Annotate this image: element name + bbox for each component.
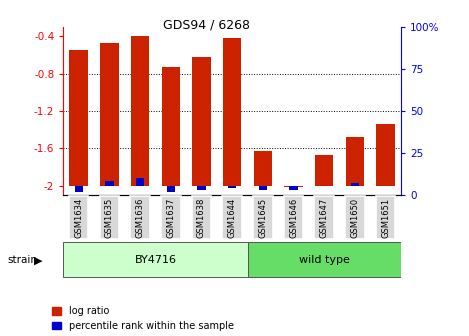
Text: strain: strain (7, 255, 37, 265)
Bar (320, 185, 328, 186)
Text: GSM1646: GSM1646 (289, 198, 298, 238)
Text: wild type: wild type (299, 255, 350, 264)
FancyBboxPatch shape (284, 196, 303, 239)
Text: GSM1637: GSM1637 (166, 197, 175, 238)
Bar (161, 67, 180, 185)
Bar (377, 124, 395, 185)
Text: GSM1647: GSM1647 (320, 198, 329, 238)
FancyBboxPatch shape (376, 196, 395, 239)
Bar (192, 57, 211, 185)
Bar (228, 185, 236, 188)
Bar (254, 151, 272, 185)
FancyBboxPatch shape (99, 196, 119, 239)
Bar (75, 185, 83, 192)
Bar (289, 185, 298, 190)
FancyBboxPatch shape (130, 196, 150, 239)
Bar (346, 137, 364, 185)
FancyBboxPatch shape (222, 196, 242, 239)
Bar (284, 185, 303, 187)
Bar (259, 185, 267, 190)
FancyBboxPatch shape (63, 242, 248, 277)
Text: GSM1636: GSM1636 (136, 197, 144, 238)
Text: BY4716: BY4716 (135, 255, 176, 264)
FancyBboxPatch shape (161, 196, 181, 239)
Legend: log ratio, percentile rank within the sample: log ratio, percentile rank within the sa… (52, 306, 234, 331)
Bar (105, 181, 113, 185)
Bar (351, 183, 359, 185)
Bar (166, 185, 175, 192)
Text: GDS94 / 6268: GDS94 / 6268 (163, 18, 250, 32)
Bar (131, 36, 149, 185)
Bar (100, 43, 119, 185)
Text: GSM1635: GSM1635 (105, 198, 114, 238)
Bar (315, 155, 333, 185)
FancyBboxPatch shape (314, 196, 334, 239)
Bar (136, 178, 144, 185)
Bar (197, 185, 205, 190)
Bar (223, 38, 242, 185)
Text: GSM1638: GSM1638 (197, 197, 206, 238)
Text: GSM1651: GSM1651 (381, 198, 390, 238)
FancyBboxPatch shape (253, 196, 272, 239)
Text: ▶: ▶ (34, 255, 42, 265)
Text: GSM1645: GSM1645 (258, 198, 267, 238)
Text: GSM1634: GSM1634 (74, 198, 83, 238)
Text: GSM1644: GSM1644 (227, 198, 237, 238)
Bar (69, 50, 88, 185)
Text: GSM1650: GSM1650 (350, 198, 359, 238)
Bar (381, 185, 390, 186)
FancyBboxPatch shape (345, 196, 365, 239)
FancyBboxPatch shape (192, 196, 211, 239)
FancyBboxPatch shape (69, 196, 89, 239)
FancyBboxPatch shape (248, 242, 401, 277)
